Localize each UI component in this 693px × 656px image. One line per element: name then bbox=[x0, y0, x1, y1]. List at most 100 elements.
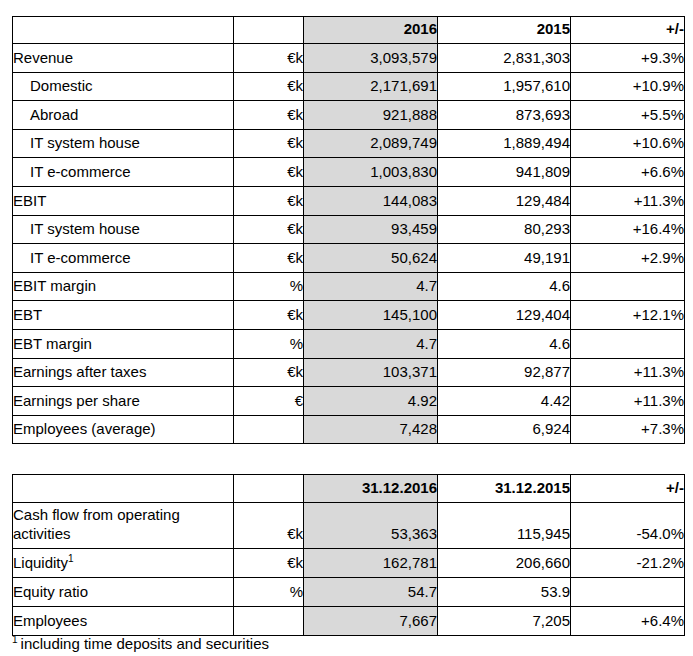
row-unit-cell: €k bbox=[234, 186, 304, 215]
row-label-cell: Domestic bbox=[13, 72, 234, 101]
row-2015-value-cell: 129,484 bbox=[438, 186, 571, 215]
row-label: Domestic bbox=[30, 77, 93, 94]
row-label: Revenue bbox=[13, 49, 73, 66]
row-2016-value-cell: 53,363 bbox=[304, 503, 438, 549]
row-2015-value-cell: 129,404 bbox=[438, 301, 571, 330]
row-2016-value-cell: 2,089,749 bbox=[304, 129, 438, 158]
header-change-cell: +/- bbox=[571, 17, 685, 44]
table-row: EBIT margin % 4.7 4.6 bbox=[13, 272, 685, 301]
row-2015-value-cell: 4.6 bbox=[438, 329, 571, 358]
row-2016-value-cell: 7,667 bbox=[304, 607, 438, 636]
row-change-cell: -54.0% bbox=[571, 503, 685, 549]
row-change-cell: +7.3% bbox=[571, 415, 685, 444]
row-2016-value-cell: 93,459 bbox=[304, 215, 438, 244]
row-label-footnote-marker: 1 bbox=[68, 553, 74, 564]
table-row: IT system house €k 93,459 80,293 +16.4% bbox=[13, 215, 685, 244]
row-label-cell: EBIT margin bbox=[13, 272, 234, 301]
header-2015-cell: 2015 bbox=[438, 17, 571, 44]
row-unit-cell: €k bbox=[234, 301, 304, 330]
header-31-12-2016-cell: 31.12.2016 bbox=[304, 475, 438, 503]
table-row: Equity ratio % 54.7 53.9 bbox=[13, 578, 685, 607]
row-unit-cell: €k bbox=[234, 129, 304, 158]
row-change-cell: -21.2% bbox=[571, 549, 685, 578]
table-row: Liquidity1 €k 162,781 206,660 -21.2% bbox=[13, 549, 685, 578]
row-label: IT system house bbox=[30, 134, 140, 151]
row-label-cell: Cash flow from operating activities bbox=[13, 503, 234, 549]
row-2016-value-cell: 54.7 bbox=[304, 578, 438, 607]
table-row: Abroad €k 921,888 873,693 +5.5% bbox=[13, 101, 685, 130]
row-2015-value-cell: 206,660 bbox=[438, 549, 571, 578]
row-unit-cell: €k bbox=[234, 215, 304, 244]
table-row: Revenue €k 3,093,579 2,831,303 +9.3% bbox=[13, 44, 685, 73]
row-2016-value-cell: 162,781 bbox=[304, 549, 438, 578]
table-row: Earnings per share € 4.92 4.42 +11.3% bbox=[13, 387, 685, 416]
row-2016-value-cell: 7,428 bbox=[304, 415, 438, 444]
footnote: 1including time deposits and securities bbox=[12, 635, 269, 652]
row-label-cell: IT e-commerce bbox=[13, 158, 234, 187]
row-unit-cell bbox=[234, 607, 304, 636]
row-label: Employees bbox=[13, 612, 87, 629]
row-2015-value-cell: 49,191 bbox=[438, 244, 571, 273]
row-label: Equity ratio bbox=[13, 583, 88, 600]
row-change-cell: +11.3% bbox=[571, 387, 685, 416]
row-label: Earnings after taxes bbox=[13, 363, 146, 380]
row-label-cell: Abroad bbox=[13, 101, 234, 130]
row-2016-value-cell: 4.92 bbox=[304, 387, 438, 416]
table-row: Earnings after taxes €k 103,371 92,877 +… bbox=[13, 358, 685, 387]
row-label: EBT bbox=[13, 306, 42, 323]
header-row: 2016 2015 +/- bbox=[13, 17, 685, 44]
header-blank-label-cell bbox=[13, 17, 234, 44]
table-row: EBT margin % 4.7 4.6 bbox=[13, 329, 685, 358]
row-2015-value-cell: 115,945 bbox=[438, 503, 571, 549]
row-change-cell: +16.4% bbox=[571, 215, 685, 244]
table-row: Employees (average) 7,428 6,924 +7.3% bbox=[13, 415, 685, 444]
row-change-cell: +6.6% bbox=[571, 158, 685, 187]
report-page: 2016 2015 +/- Revenue €k 3,093,579 2,831… bbox=[0, 0, 693, 656]
row-label-cell: IT e-commerce bbox=[13, 244, 234, 273]
row-2016-value-cell: 921,888 bbox=[304, 101, 438, 130]
table-row: IT e-commerce €k 1,003,830 941,809 +6.6% bbox=[13, 158, 685, 187]
row-2016-value-cell: 4.7 bbox=[304, 272, 438, 301]
row-change-cell: +10.9% bbox=[571, 72, 685, 101]
row-unit-cell: €k bbox=[234, 101, 304, 130]
row-change-cell: +2.9% bbox=[571, 244, 685, 273]
row-change-cell: +11.3% bbox=[571, 358, 685, 387]
row-unit-cell: % bbox=[234, 578, 304, 607]
row-2016-value-cell: 3,093,579 bbox=[304, 44, 438, 73]
row-2016-value-cell: 4.7 bbox=[304, 329, 438, 358]
row-2016-value-cell: 103,371 bbox=[304, 358, 438, 387]
row-change-cell bbox=[571, 578, 685, 607]
row-2015-value-cell: 92,877 bbox=[438, 358, 571, 387]
row-unit-cell: €k bbox=[234, 549, 304, 578]
footnote-marker: 1 bbox=[12, 634, 18, 645]
row-unit-cell: % bbox=[234, 329, 304, 358]
row-change-cell: +6.4% bbox=[571, 607, 685, 636]
row-unit-cell bbox=[234, 415, 304, 444]
annual-table-body: Revenue €k 3,093,579 2,831,303 +9.3% Dom… bbox=[13, 44, 685, 444]
balance-table-body: Cash flow from operating activities €k 5… bbox=[13, 503, 685, 636]
header-blank-unit-cell bbox=[234, 17, 304, 44]
annual-table-head: 2016 2015 +/- bbox=[13, 17, 685, 44]
row-label-cell: Equity ratio bbox=[13, 578, 234, 607]
row-label: EBT margin bbox=[13, 335, 92, 352]
row-2015-value-cell: 1,889,494 bbox=[438, 129, 571, 158]
row-label-cell: Employees (average) bbox=[13, 415, 234, 444]
header-2016-cell: 2016 bbox=[304, 17, 438, 44]
row-change-cell bbox=[571, 329, 685, 358]
row-change-cell bbox=[571, 272, 685, 301]
row-label-cell: Earnings per share bbox=[13, 387, 234, 416]
row-2015-value-cell: 4.42 bbox=[438, 387, 571, 416]
row-2015-value-cell: 4.6 bbox=[438, 272, 571, 301]
row-unit-cell: €k bbox=[234, 44, 304, 73]
row-label: Liquidity bbox=[13, 554, 68, 571]
row-2015-value-cell: 1,957,610 bbox=[438, 72, 571, 101]
row-label: IT e-commerce bbox=[30, 163, 131, 180]
row-2015-value-cell: 80,293 bbox=[438, 215, 571, 244]
table-row: IT system house €k 2,089,749 1,889,494 +… bbox=[13, 129, 685, 158]
row-2015-value-cell: 6,924 bbox=[438, 415, 571, 444]
row-change-cell: +10.6% bbox=[571, 129, 685, 158]
row-change-cell: +11.3% bbox=[571, 186, 685, 215]
row-unit-cell: €k bbox=[234, 503, 304, 549]
row-2015-value-cell: 7,205 bbox=[438, 607, 571, 636]
row-2016-value-cell: 1,003,830 bbox=[304, 158, 438, 187]
